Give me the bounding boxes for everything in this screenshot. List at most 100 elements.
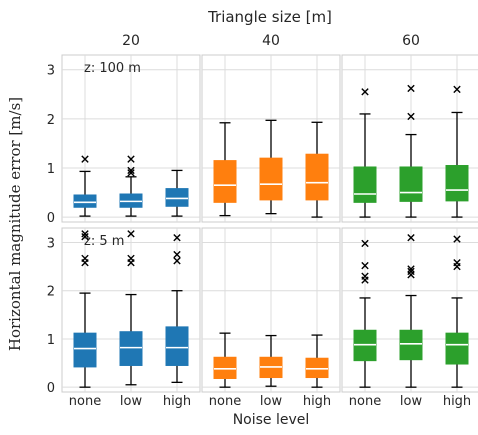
box-none <box>213 122 237 217</box>
box-high <box>165 169 189 217</box>
box-none <box>353 88 377 218</box>
panel-z100m-60 <box>341 54 478 223</box>
outlier-marker <box>173 250 181 259</box>
outlier-stroke <box>361 239 369 248</box>
outlier-marker <box>127 230 135 238</box>
outlier-stroke <box>453 85 461 94</box>
row-label-z100m: z: 100 m <box>84 61 141 76</box>
outlier-marker <box>407 267 415 276</box>
outlier-stroke <box>361 261 369 270</box>
outlier-stroke <box>407 265 415 273</box>
row-label-z5m: z: 5 m <box>84 234 124 249</box>
outlier-stroke <box>407 267 415 276</box>
outlier-stroke <box>173 257 181 265</box>
panel-z100m-40 <box>201 54 341 223</box>
box-high <box>305 334 329 388</box>
outlier-marker <box>127 169 135 177</box>
column-label-60: 60 <box>402 33 420 49</box>
outlier-stroke <box>127 166 135 175</box>
x-tick-label-low: low <box>120 394 143 409</box>
x-tick-label-none: none <box>69 394 101 409</box>
outlier-marker <box>127 254 135 263</box>
outlier-stroke <box>81 232 89 241</box>
iqr-box <box>445 332 469 365</box>
outlier-stroke <box>453 235 461 243</box>
iqr-box <box>353 166 377 203</box>
column-label-40: 40 <box>262 33 280 49</box>
outlier-marker <box>81 232 89 241</box>
outlier-stroke <box>81 254 89 263</box>
x-axis-title: Noise level <box>233 412 310 428</box>
box-high <box>305 121 329 218</box>
box-low <box>259 119 283 215</box>
outlier-marker <box>361 261 369 270</box>
iqr-box <box>73 332 97 368</box>
outlier-stroke <box>127 230 135 238</box>
outlier-stroke <box>361 88 369 96</box>
outlier-marker <box>407 112 415 121</box>
iqr-box <box>73 194 97 208</box>
outlier-marker <box>361 239 369 248</box>
iqr-box <box>119 331 143 366</box>
chart-title: Triangle size [m] <box>207 8 332 26</box>
outlier-stroke <box>127 169 135 177</box>
x-tick-label-high: high <box>303 394 331 409</box>
iqr-box <box>165 326 189 366</box>
outlier-marker <box>81 254 89 263</box>
outlier-marker <box>81 230 89 238</box>
y-tick-label-row2-3: 3 <box>47 236 55 251</box>
outlier-marker <box>407 233 415 242</box>
iqr-box <box>165 188 189 207</box>
column-label-20: 20 <box>122 33 140 49</box>
outlier-stroke <box>127 155 135 163</box>
y-tick-label-row2-2: 2 <box>47 285 55 300</box>
outlier-marker <box>361 88 369 96</box>
box-low <box>259 334 283 387</box>
iqr-box <box>399 166 423 202</box>
outlier-stroke <box>407 84 415 93</box>
iqr-box <box>399 329 423 361</box>
outlier-marker <box>173 257 181 265</box>
outlier-stroke <box>407 112 415 121</box>
outlier-stroke <box>173 250 181 259</box>
box-low <box>399 84 423 218</box>
box-low <box>399 233 423 388</box>
x-tick-label-none: none <box>349 394 381 409</box>
box-high <box>165 233 189 384</box>
box-low <box>119 155 143 217</box>
iqr-box <box>213 356 237 379</box>
panel-z5m-20 <box>61 227 201 393</box>
box-none <box>73 155 97 217</box>
x-tick-label-low: low <box>260 394 283 409</box>
y-tick-label-row1-1: 1 <box>47 162 55 177</box>
box-none <box>213 332 237 388</box>
iqr-box <box>259 157 283 201</box>
y-tick-label-row1-3: 3 <box>47 64 55 79</box>
outlier-marker <box>361 272 369 280</box>
box-none <box>353 239 377 388</box>
iqr-box <box>305 153 329 201</box>
outlier-marker <box>407 265 415 273</box>
outlier-marker <box>127 155 135 163</box>
y-axis-title: Horizontal magnitude error [m/s] <box>6 97 24 351</box>
outlier-marker <box>81 155 89 163</box>
outlier-marker <box>453 85 461 94</box>
outlier-stroke <box>361 272 369 280</box>
outlier-marker <box>453 259 461 267</box>
panels-layer: 20 40 60 0 1 2 3 0 1 2 3 none low high none low high none… <box>47 33 478 409</box>
outlier-stroke <box>407 233 415 242</box>
x-tick-label-low: low <box>400 394 423 409</box>
panel-z5m-40 <box>201 227 341 393</box>
x-tick-label-none: none <box>209 394 241 409</box>
x-tick-label-high: high <box>443 394 471 409</box>
panel-z5m-60 <box>341 227 478 393</box>
outlier-stroke <box>81 155 89 163</box>
box-low <box>119 230 143 386</box>
box-high <box>445 235 469 388</box>
outlier-stroke <box>81 230 89 238</box>
outlier-marker <box>127 166 135 175</box>
iqr-box <box>213 160 237 203</box>
iqr-box <box>305 357 329 379</box>
box-none <box>73 230 97 388</box>
